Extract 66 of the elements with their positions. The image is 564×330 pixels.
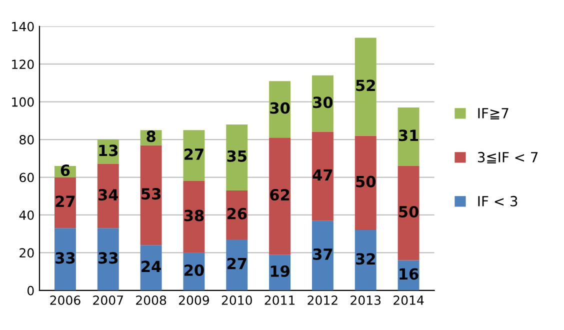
x-tick-label: 2009	[178, 295, 209, 305]
bar	[226, 239, 248, 290]
data-label: 50	[356, 176, 376, 188]
y-tick-label: 120	[12, 60, 34, 70]
data-label: 27	[56, 196, 75, 207]
data-label: 27	[227, 258, 246, 270]
data-label: 34	[98, 188, 118, 201]
data-label: 31	[398, 130, 418, 142]
data-label: 47	[312, 169, 332, 181]
y-tick-label: 140	[12, 22, 34, 32]
bar	[312, 220, 334, 290]
bar	[54, 177, 76, 228]
data-label: 50	[399, 206, 418, 218]
data-label: 30	[270, 102, 290, 114]
bar	[140, 145, 162, 246]
x-tick-label: 2014	[394, 295, 424, 305]
bar	[354, 38, 376, 136]
y-tick-label: 60	[20, 172, 34, 182]
y-tick-label: 0	[27, 286, 34, 296]
x-tick-label: 2008	[136, 295, 166, 305]
bar	[398, 107, 420, 166]
bar	[183, 181, 205, 253]
y-tick-label: 20	[20, 248, 34, 258]
data-label: 33	[56, 252, 75, 264]
data-label: 8	[146, 130, 156, 142]
data-label: 35	[227, 150, 246, 162]
bar	[54, 228, 76, 290]
data-label: 62	[270, 188, 290, 201]
x-tick-label: 2013	[350, 295, 381, 305]
data-label: 24	[142, 260, 161, 272]
data-label: 16	[400, 268, 418, 280]
legend-label: IF < 3	[478, 196, 518, 206]
data-label: 38	[184, 210, 204, 222]
bar	[183, 130, 205, 182]
bar	[97, 164, 119, 228]
bar	[354, 230, 376, 290]
data-label: 26	[227, 208, 247, 220]
data-label: 33	[98, 252, 118, 264]
bar	[354, 136, 376, 230]
bar	[269, 81, 291, 138]
bar	[97, 228, 119, 290]
data-label: 13	[99, 144, 118, 156]
bar	[226, 124, 248, 190]
data-label: 53	[142, 188, 160, 200]
legend-label: IF≧7	[478, 108, 508, 120]
data-label: 6	[60, 164, 70, 176]
data-label: 20	[184, 264, 204, 276]
data-label: 52	[356, 80, 375, 92]
y-tick-label: 40	[19, 210, 34, 220]
legend-label: 3≦IF < 7	[478, 152, 538, 164]
data-label: 32	[356, 253, 375, 265]
x-tick-label: 2010	[222, 295, 252, 305]
x-tick-label: 2006	[50, 295, 80, 305]
data-label: 37	[313, 248, 332, 260]
data-label: 27	[184, 148, 204, 160]
x-tick-label: 2011	[264, 295, 295, 305]
bar	[312, 132, 334, 221]
bar	[398, 166, 420, 260]
data-label: 30	[313, 96, 333, 108]
y-tick-label: 80	[20, 135, 34, 144]
bar	[269, 138, 291, 255]
data-label: 19	[270, 265, 290, 277]
x-tick-label: 2007	[93, 295, 123, 305]
x-tick-label: 2012	[308, 295, 338, 305]
bar	[312, 75, 334, 132]
y-tick-label: 100	[12, 97, 34, 107]
